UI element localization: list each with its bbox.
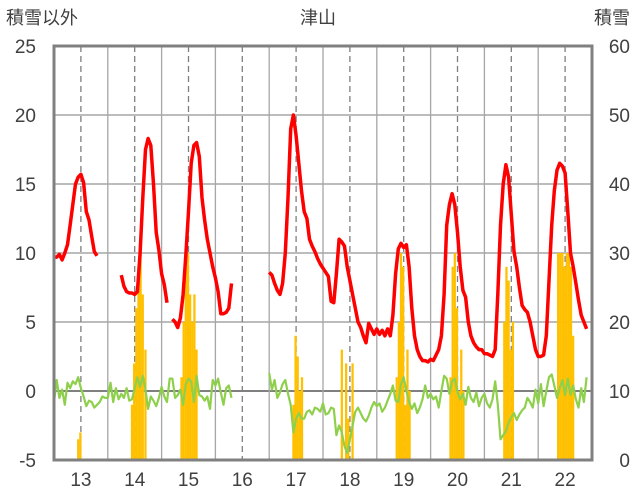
snow-bar — [453, 253, 456, 460]
right-axis-title: 積雪 — [594, 8, 630, 29]
y-left-tick: 0 — [25, 382, 36, 403]
snow-bar — [347, 418, 350, 460]
y-right-tick: 0 — [619, 451, 630, 472]
series-line — [54, 172, 99, 262]
snow-bar — [457, 391, 461, 460]
snow-bar — [137, 266, 140, 460]
plot-frame — [52, 44, 594, 462]
y-right-tick: 40 — [609, 175, 630, 196]
left-axis-title: 積雪以外 — [6, 8, 78, 29]
snow-bar — [561, 253, 564, 460]
snow-bar — [509, 349, 512, 460]
series-line — [119, 136, 169, 303]
snow-bar — [404, 404, 407, 460]
snow-bar — [462, 391, 465, 460]
x-tick: 13 — [70, 470, 91, 491]
snow-bar — [399, 253, 403, 460]
snow-bar — [406, 349, 409, 460]
y-left-tick: 10 — [15, 244, 36, 265]
x-tick: 22 — [555, 470, 576, 491]
snow-bar — [507, 280, 510, 460]
snow-bar — [186, 253, 190, 460]
snow-bar — [340, 349, 343, 460]
x-tick: 15 — [178, 470, 199, 491]
y-left-tick: 15 — [15, 175, 36, 196]
y-right-tick: 10 — [609, 382, 630, 403]
snow-bar — [130, 404, 134, 460]
snow-bar — [351, 363, 354, 460]
snow-bar — [180, 377, 183, 460]
chart-title: 津山 — [300, 8, 336, 29]
snow-bar — [503, 322, 506, 460]
y-right-tick: 60 — [609, 37, 630, 58]
x-tick: 16 — [232, 470, 253, 491]
snow-bar — [188, 294, 192, 460]
snow-bar — [569, 266, 573, 460]
y-left-tick: -5 — [19, 451, 36, 472]
snow-bar — [402, 266, 405, 460]
series-line — [171, 140, 234, 330]
snow-bar — [449, 377, 452, 460]
x-tick: 18 — [339, 470, 360, 491]
snow-bar — [193, 294, 196, 460]
snow-bar — [133, 363, 136, 460]
series-line — [267, 113, 589, 364]
snow-bar — [195, 349, 198, 460]
snow-bar — [556, 253, 560, 460]
snow-bar — [77, 439, 80, 460]
x-tick: 20 — [447, 470, 468, 491]
x-tick: 19 — [393, 470, 414, 491]
snow-bar — [182, 322, 185, 460]
snow-bar — [511, 322, 515, 460]
snow-bar — [559, 253, 562, 460]
y-left-tick: 25 — [15, 37, 36, 58]
snow-bar — [505, 266, 508, 460]
snow-bar — [184, 266, 187, 460]
snow-bar — [565, 253, 568, 460]
snow-bar — [139, 253, 142, 460]
snow-bar — [567, 253, 570, 460]
snow-bar — [451, 266, 454, 460]
snow-bar — [395, 377, 398, 460]
x-tick: 14 — [124, 470, 146, 491]
x-tick: 21 — [501, 470, 522, 491]
tick-labels: -5 0 5 10 15 20 25 0 10 20 30 40 50 60 13 14 15 16 17 18 19 2… — [15, 37, 630, 491]
y-right-tick: 20 — [609, 313, 630, 334]
snow-bar — [144, 349, 147, 460]
snow-bar — [408, 391, 411, 460]
series-line — [52, 374, 233, 410]
x-tick: 17 — [286, 470, 307, 491]
y-right-tick: 30 — [609, 244, 630, 265]
snow-bar — [572, 335, 575, 460]
snow-bar — [460, 349, 463, 460]
snow-bar — [79, 432, 82, 460]
y-left-tick: 20 — [15, 106, 36, 127]
snow-bar — [294, 335, 297, 460]
series-line — [268, 372, 588, 455]
snow-bar — [298, 391, 301, 460]
snow-bar — [563, 266, 566, 460]
snow-bar — [345, 363, 348, 460]
snow-bar — [296, 356, 299, 460]
y-left-tick: 5 — [25, 313, 36, 334]
y-right-tick: 50 — [609, 106, 630, 127]
